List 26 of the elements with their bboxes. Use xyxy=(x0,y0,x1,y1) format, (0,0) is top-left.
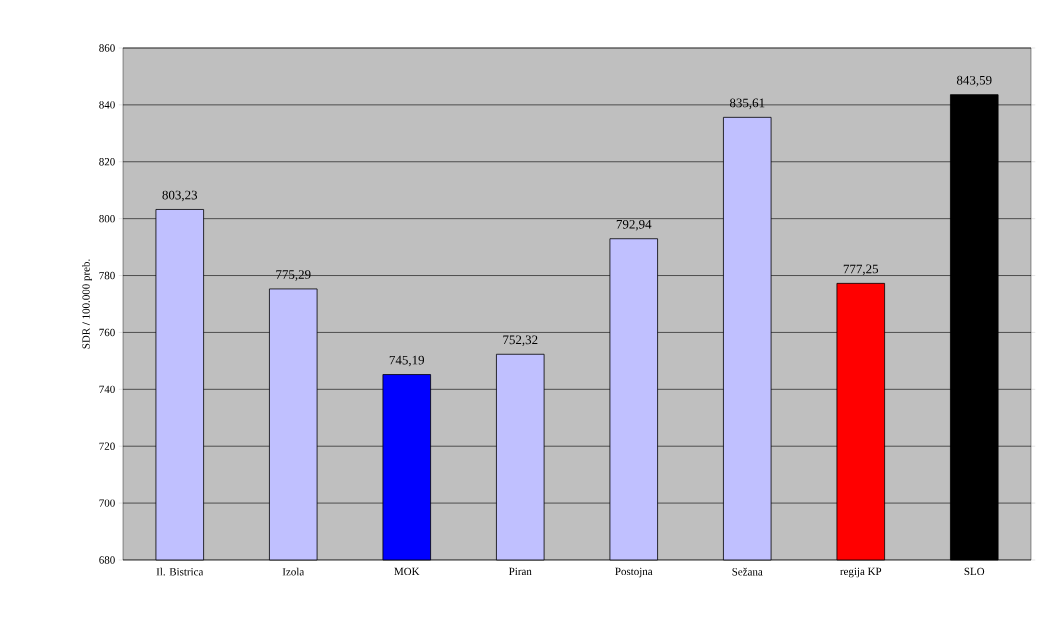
data-label: 745,19 xyxy=(389,355,425,367)
y-tick-label: 680 xyxy=(99,556,115,564)
y-tick-label: 740 xyxy=(99,385,115,394)
x-tick-label: Il. Bistrica xyxy=(156,567,204,576)
x-tick-label: SLO xyxy=(964,567,985,576)
x-tick-label: Izola xyxy=(282,567,305,576)
x-tick-label: Sežana xyxy=(732,567,763,576)
y-tick-label: 780 xyxy=(99,271,115,280)
data-label: 792,94 xyxy=(616,219,652,231)
y-axis-title: SDR / 100.000 preb. xyxy=(82,259,92,349)
data-label: 803,23 xyxy=(162,190,198,202)
x-tick-label: Postojna xyxy=(615,567,653,578)
data-label: 752,32 xyxy=(503,335,538,347)
y-tick-label: 800 xyxy=(99,214,115,223)
x-tick-label: MOK xyxy=(394,567,420,576)
data-label: 835,61 xyxy=(729,98,765,110)
y-tick-label: 820 xyxy=(99,158,115,166)
y-tick-label: 840 xyxy=(99,101,115,109)
y-tick-label: 860 xyxy=(99,44,115,52)
y-tick-label: 700 xyxy=(99,499,115,507)
data-label: 777,25 xyxy=(843,264,879,276)
data-label: 843,59 xyxy=(956,75,992,87)
x-tick-label: Piran xyxy=(509,567,532,576)
y-tick-label: 760 xyxy=(99,328,115,337)
y-tick-label: 720 xyxy=(99,442,115,450)
x-tick-label: regija KP xyxy=(840,567,882,578)
